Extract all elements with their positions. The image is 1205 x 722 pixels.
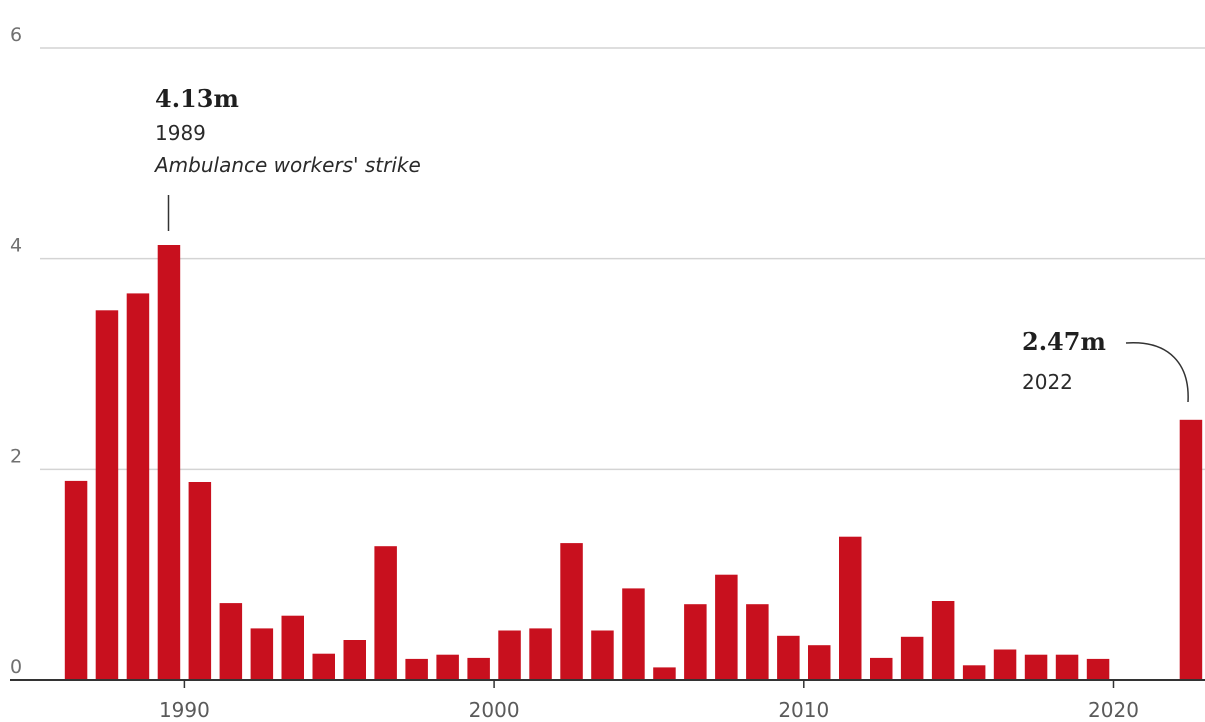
bar-2016: [993, 649, 1017, 680]
bar-2018: [1055, 654, 1079, 680]
bar-1999: [467, 657, 490, 680]
annotation-2022-value: 2.47m: [1022, 327, 1106, 356]
bar-2002: [560, 543, 583, 680]
gridlines: 0 2 4 6: [10, 24, 1205, 678]
x-tick-label-2010: 2010: [778, 698, 829, 722]
bar-1997: [405, 658, 428, 680]
bar-2010: [808, 645, 831, 680]
bar-2007: [715, 574, 738, 680]
bar-1988: [126, 293, 150, 680]
y-tick-label-2: 2: [10, 445, 22, 467]
bar-1993: [281, 615, 304, 680]
bar-2011: [839, 536, 862, 680]
bar-1994: [312, 653, 335, 680]
bar-2000: [498, 630, 521, 680]
bar-1998: [436, 654, 459, 680]
annotation-2022-year: 2022: [1022, 370, 1073, 394]
bar-1987: [95, 310, 119, 680]
bar-1996: [374, 546, 397, 680]
bar-2008: [746, 604, 769, 680]
bar-2017: [1024, 654, 1048, 680]
bars: [64, 245, 1203, 680]
bar-2001: [529, 628, 552, 680]
x-axis: 1990 2000 2010 2020: [10, 679, 1205, 722]
bar-2019: [1086, 658, 1110, 680]
annotation-2022: 2.47m 2022: [1022, 327, 1189, 403]
bar-2012: [870, 657, 893, 680]
y-tick-label-0: 0: [10, 656, 22, 678]
bar-2006: [684, 604, 707, 680]
bar-2022: [1179, 419, 1203, 680]
bar-2005: [653, 667, 676, 680]
annotation-1989-note: Ambulance workers' strike: [153, 153, 421, 177]
x-tick-label-1990: 1990: [159, 698, 210, 722]
bar-2013: [900, 636, 924, 680]
y-tick-label-4: 4: [10, 235, 22, 257]
bar-1995: [343, 640, 366, 680]
bar-1986: [64, 480, 88, 680]
annotation-2022-leader: [1125, 342, 1189, 403]
bar-2004: [622, 588, 645, 680]
x-tick-label-2020: 2020: [1088, 698, 1139, 722]
bar-2014: [931, 601, 955, 680]
y-tick-label-6: 6: [10, 24, 22, 46]
bar-1992: [250, 628, 274, 680]
bar-1989: [157, 245, 181, 680]
bar-1990: [188, 482, 212, 680]
annotation-1989-value: 4.13m: [155, 84, 239, 113]
annotation-1989: 4.13m 1989 Ambulance workers' strike: [153, 84, 421, 231]
bar-2015: [962, 665, 986, 680]
bar-1991: [219, 603, 243, 680]
bar-2009: [777, 635, 800, 680]
bar-2003: [591, 630, 614, 680]
annotation-1989-year: 1989: [155, 121, 206, 145]
x-tick-label-2000: 2000: [469, 698, 520, 722]
